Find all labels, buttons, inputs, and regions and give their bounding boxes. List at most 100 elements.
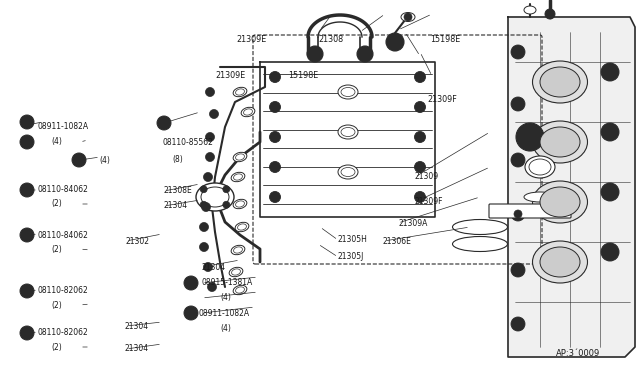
Circle shape	[205, 87, 214, 96]
Circle shape	[514, 266, 522, 274]
Text: V: V	[76, 157, 82, 163]
Text: 21309F: 21309F	[428, 95, 457, 104]
Text: B: B	[161, 120, 166, 126]
Circle shape	[184, 276, 198, 290]
Ellipse shape	[241, 107, 255, 117]
Ellipse shape	[233, 285, 247, 295]
Circle shape	[202, 202, 211, 212]
Ellipse shape	[231, 172, 245, 182]
Ellipse shape	[338, 165, 358, 179]
Text: B: B	[24, 187, 29, 193]
Circle shape	[269, 71, 280, 83]
Circle shape	[269, 161, 280, 173]
Circle shape	[20, 183, 34, 197]
Text: N: N	[188, 310, 194, 316]
Ellipse shape	[236, 287, 244, 293]
Circle shape	[415, 131, 426, 142]
Text: (4): (4)	[51, 137, 62, 146]
Text: 21309E: 21309E	[215, 71, 245, 80]
Text: 08911-1082A: 08911-1082A	[37, 122, 88, 131]
Ellipse shape	[196, 183, 234, 211]
Circle shape	[272, 194, 278, 200]
Circle shape	[204, 263, 212, 272]
Polygon shape	[508, 17, 635, 357]
Text: 21306E: 21306E	[383, 237, 412, 246]
Ellipse shape	[338, 125, 358, 139]
Ellipse shape	[540, 247, 580, 277]
Circle shape	[415, 71, 426, 83]
Circle shape	[20, 284, 34, 298]
Circle shape	[514, 100, 522, 108]
Circle shape	[223, 201, 230, 208]
Text: 15198E: 15198E	[288, 71, 318, 80]
Circle shape	[209, 109, 218, 119]
Circle shape	[417, 164, 423, 170]
FancyBboxPatch shape	[489, 204, 571, 218]
Text: 21302: 21302	[125, 237, 150, 246]
Circle shape	[601, 123, 619, 141]
Ellipse shape	[235, 222, 249, 232]
Ellipse shape	[540, 127, 580, 157]
Text: (2): (2)	[51, 199, 62, 208]
Circle shape	[511, 97, 525, 111]
Ellipse shape	[532, 61, 588, 103]
Ellipse shape	[231, 245, 245, 255]
Text: (4): (4)	[99, 156, 110, 165]
Circle shape	[601, 63, 619, 81]
Circle shape	[204, 173, 212, 182]
Circle shape	[417, 104, 423, 110]
Text: 21304: 21304	[125, 322, 149, 331]
Text: 08911-1082A: 08911-1082A	[198, 309, 250, 318]
Circle shape	[417, 74, 423, 80]
Ellipse shape	[532, 181, 588, 223]
Circle shape	[272, 104, 278, 110]
Circle shape	[511, 153, 525, 167]
Circle shape	[605, 127, 615, 137]
Circle shape	[522, 129, 538, 145]
Ellipse shape	[452, 219, 508, 234]
Circle shape	[415, 192, 426, 202]
Text: 08110-82062: 08110-82062	[37, 328, 88, 337]
Text: 21309A: 21309A	[398, 219, 428, 228]
Circle shape	[269, 102, 280, 112]
Circle shape	[311, 50, 319, 58]
Text: 21304: 21304	[125, 344, 149, 353]
Circle shape	[207, 282, 216, 292]
Circle shape	[361, 50, 369, 58]
Text: 08110-84062: 08110-84062	[37, 185, 88, 194]
Text: 08110-82062: 08110-82062	[37, 286, 88, 295]
Circle shape	[605, 247, 615, 257]
Text: (8): (8)	[173, 155, 184, 164]
Text: B: B	[24, 330, 29, 336]
Circle shape	[511, 317, 525, 331]
Circle shape	[184, 306, 198, 320]
Circle shape	[514, 156, 522, 164]
Ellipse shape	[244, 109, 252, 115]
Circle shape	[200, 201, 207, 208]
Text: 21304: 21304	[163, 201, 188, 210]
Ellipse shape	[233, 199, 247, 209]
Ellipse shape	[234, 174, 243, 180]
Ellipse shape	[524, 192, 556, 202]
Text: 21305J: 21305J	[338, 252, 364, 261]
Circle shape	[404, 13, 412, 21]
Ellipse shape	[341, 128, 355, 137]
Circle shape	[157, 116, 171, 130]
Text: 15198E: 15198E	[430, 35, 460, 44]
Circle shape	[511, 263, 525, 277]
Text: 21308: 21308	[319, 35, 344, 44]
Text: (2): (2)	[51, 343, 62, 352]
Circle shape	[516, 123, 544, 151]
Circle shape	[272, 134, 278, 140]
Circle shape	[390, 37, 400, 47]
Circle shape	[601, 243, 619, 261]
Circle shape	[357, 46, 373, 62]
Text: 21304: 21304	[202, 263, 226, 272]
Ellipse shape	[524, 6, 536, 14]
Text: (4): (4)	[221, 324, 232, 333]
Ellipse shape	[452, 237, 508, 251]
Circle shape	[386, 33, 404, 51]
Circle shape	[269, 131, 280, 142]
Circle shape	[511, 207, 525, 221]
Circle shape	[601, 183, 619, 201]
